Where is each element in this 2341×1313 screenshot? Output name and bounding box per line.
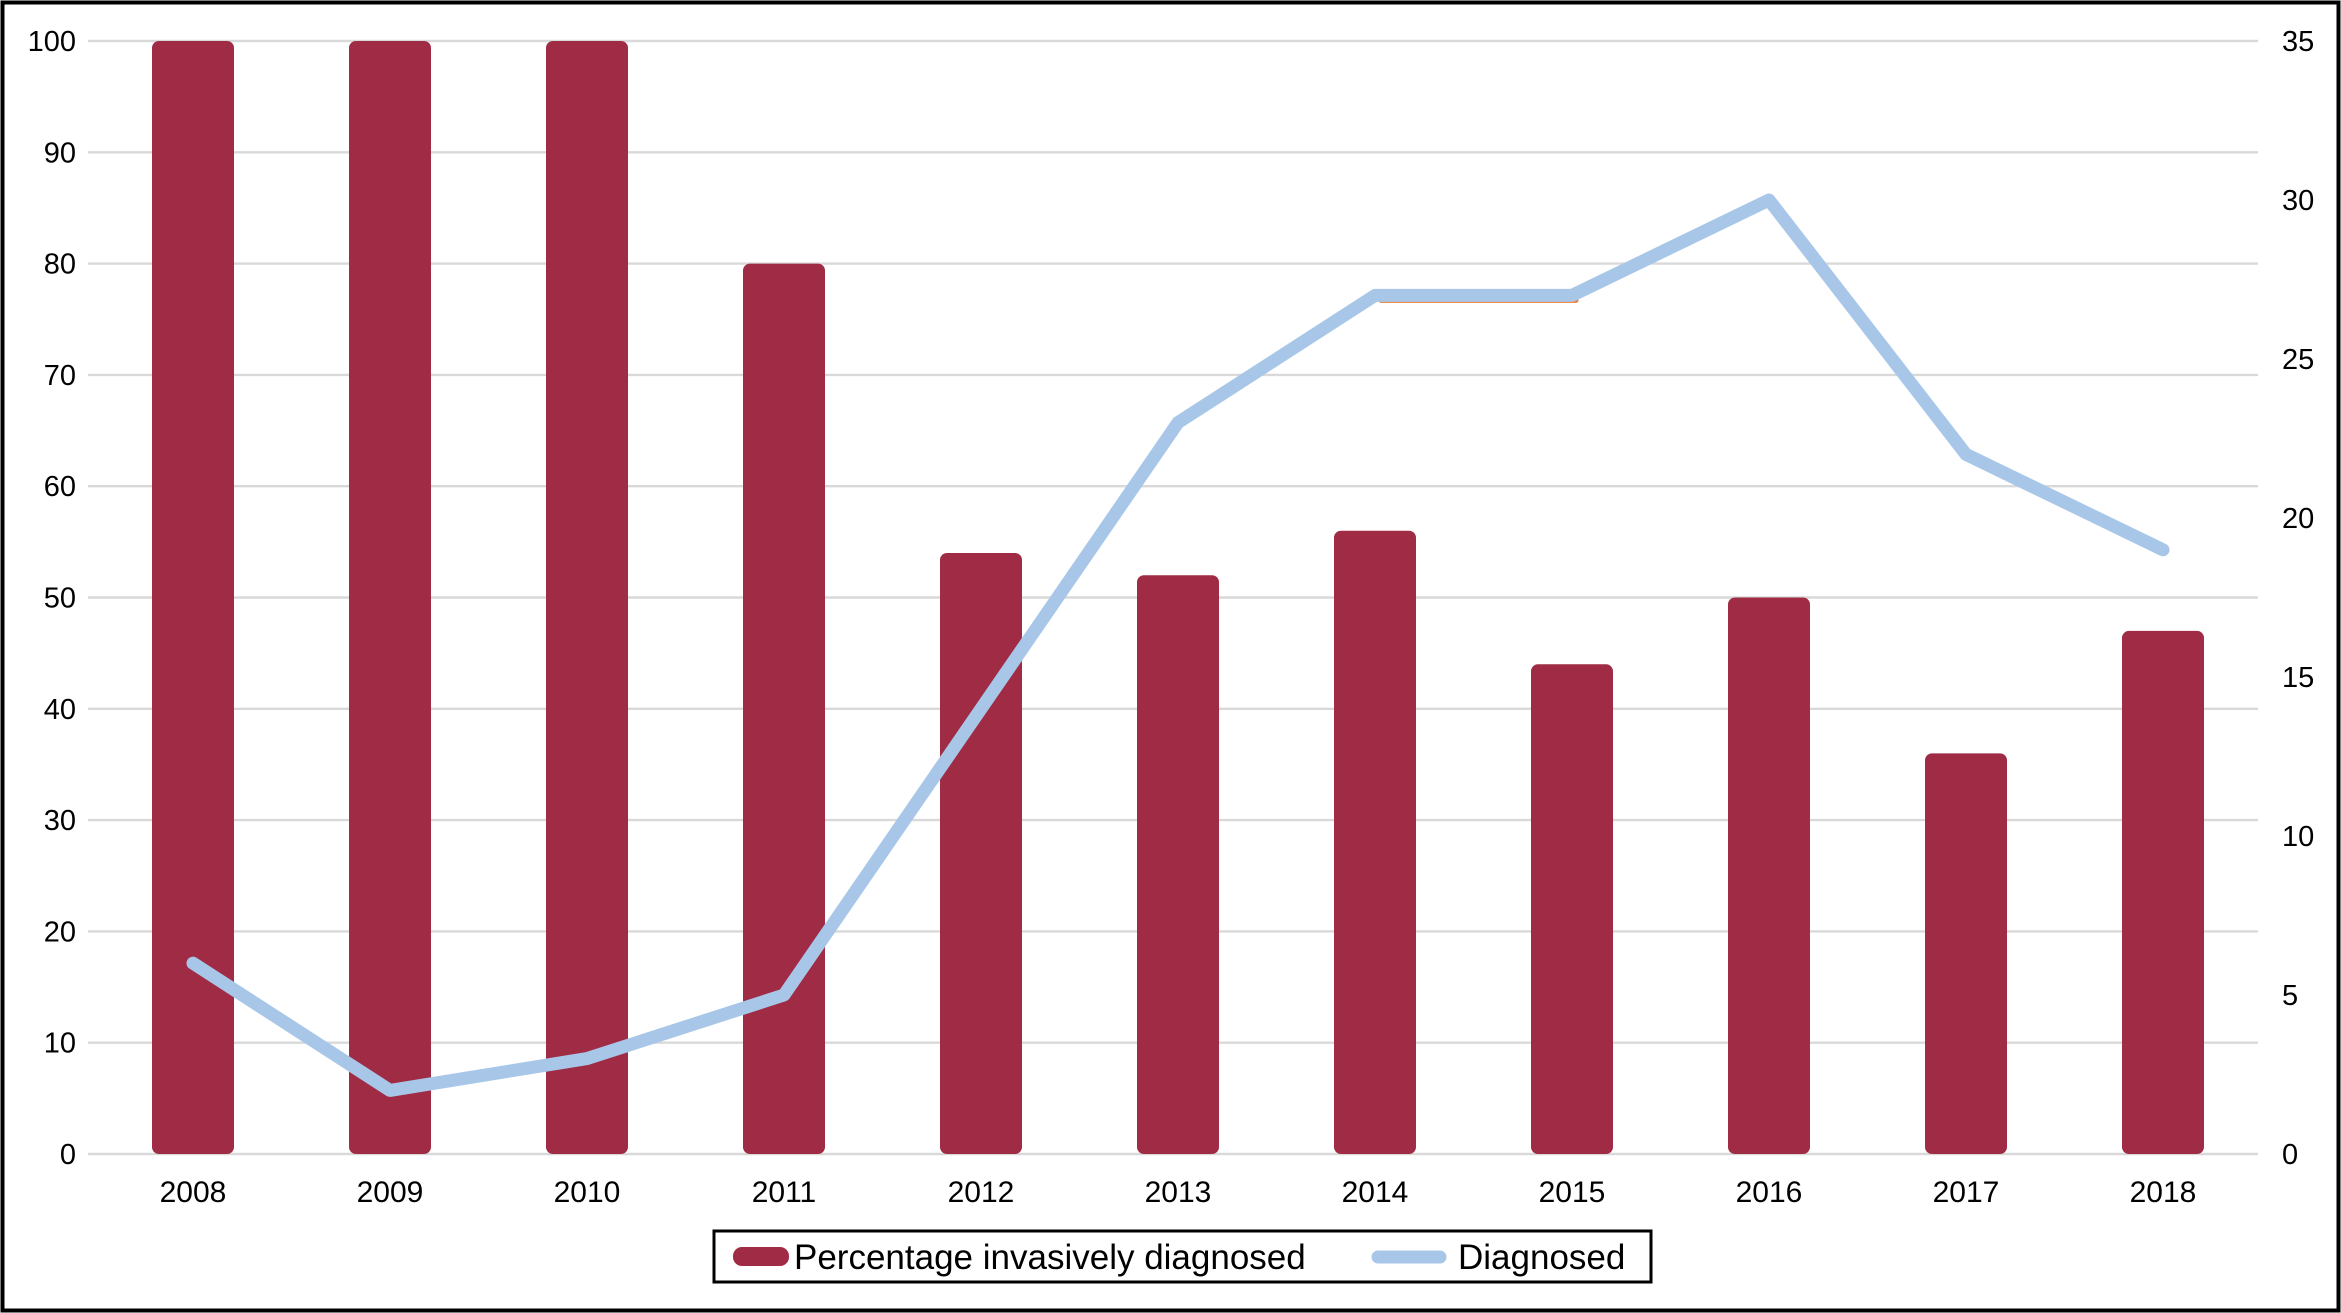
left-axis-label-80: 80 [44, 249, 76, 281]
bar-2017 [1925, 753, 2007, 1154]
bar-2012 [940, 552, 1022, 1154]
bar-2009 [349, 41, 431, 1154]
x-axis-label-2008: 2008 [160, 1176, 227, 1209]
left-axis-label-40: 40 [44, 694, 76, 726]
left-axis-label-50: 50 [44, 583, 76, 615]
legend-box [712, 1229, 1653, 1284]
bar-2011 [743, 263, 825, 1155]
left-axis-label-10: 10 [44, 1028, 76, 1060]
x-axis-label-2014: 2014 [1342, 1176, 1409, 1209]
right-axis-label-0: 0 [2282, 1139, 2298, 1171]
left-axis-label-30: 30 [44, 805, 76, 837]
x-axis-label-2011: 2011 [752, 1176, 817, 1209]
legend-label-diagnosed: Diagnosed [1458, 1238, 1625, 1277]
x-axis-label-2018: 2018 [2130, 1176, 2197, 1209]
legend-label-percentage-invasively-diagnosed: Percentage invasively diagnosed [794, 1238, 1306, 1277]
left-axis-label-0: 0 [60, 1139, 76, 1171]
x-axis-label-2017: 2017 [1933, 1176, 2000, 1209]
right-axis-label-30: 30 [2282, 185, 2314, 217]
right-axis-label-5: 5 [2282, 980, 2298, 1012]
x-axis-label-2015: 2015 [1539, 1176, 1606, 1209]
left-axis-label-70: 70 [44, 360, 76, 392]
diagnosed-line [186, 193, 2170, 1097]
right-axis-label-10: 10 [2282, 821, 2314, 853]
x-axis-label-2009: 2009 [357, 1176, 424, 1209]
right-axis-label-35: 35 [2282, 26, 2314, 58]
bar-2013 [1137, 575, 1219, 1154]
legend-bar-swatch [733, 1247, 789, 1266]
right-axis-label-20: 20 [2282, 503, 2314, 535]
x-axis-label-2010: 2010 [554, 1176, 621, 1209]
x-axis-label-2016: 2016 [1736, 1176, 1803, 1209]
left-axis-label-90: 90 [44, 137, 76, 169]
x-axis-label-2013: 2013 [1145, 1176, 1212, 1209]
left-axis-label-60: 60 [44, 471, 76, 503]
bar-2014 [1334, 530, 1416, 1154]
right-axis-label-15: 15 [2282, 662, 2314, 694]
x-axis-label-2012: 2012 [948, 1176, 1015, 1209]
bar-2015 [1531, 664, 1613, 1154]
bar-2016 [1728, 597, 1810, 1154]
right-axis-label-25: 25 [2282, 344, 2314, 376]
bar-2008 [152, 41, 234, 1154]
left-axis-label-100: 100 [28, 26, 76, 58]
left-axis-label-20: 20 [44, 916, 76, 948]
bar-2010 [546, 41, 628, 1154]
bar-2018 [2122, 630, 2204, 1154]
